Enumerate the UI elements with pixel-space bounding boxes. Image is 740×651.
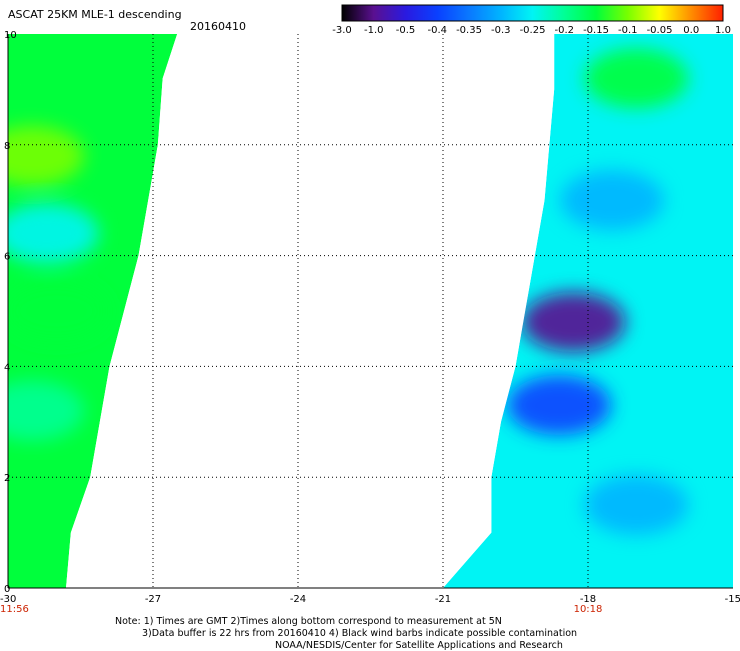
colorbar-label: -0.2 — [554, 25, 574, 36]
colorbar-label: -0.35 — [456, 25, 482, 36]
swath-feature — [521, 292, 626, 353]
chart-title: ASCAT 25KM MLE-1 descending — [8, 8, 182, 21]
swath-feature — [560, 170, 665, 231]
x-tick-label: -30 — [0, 594, 16, 605]
note-line-1: Note: 1) Times are GMT 2)Times along bot… — [115, 616, 502, 627]
x-tick-label: -24 — [290, 594, 306, 605]
y-tick-label: 6 — [4, 252, 10, 263]
colorbar-label: -0.1 — [618, 25, 638, 36]
swath-layer — [8, 34, 733, 588]
swath-west — [8, 34, 178, 588]
x-tick-label: -18 — [580, 594, 596, 605]
chart-date: 20160410 — [190, 20, 246, 33]
time-label: 10:18 — [574, 604, 603, 615]
colorbar-label: -0.15 — [583, 25, 609, 36]
y-tick-label: 4 — [4, 362, 10, 373]
colorbar-label: -0.25 — [520, 25, 546, 36]
colorbar-label: -0.05 — [647, 25, 673, 36]
y-tick-label: 2 — [4, 473, 10, 484]
y-tick-label: 10 — [4, 30, 17, 41]
swath-feature — [584, 474, 689, 535]
swath-features — [507, 48, 689, 535]
swath-feature — [8, 125, 85, 186]
colorbar-label: -0.5 — [396, 25, 416, 36]
swath-feature — [507, 375, 611, 436]
x-tick-label: -15 — [725, 594, 740, 605]
x-tick-label: -27 — [145, 594, 161, 605]
colorbar-label: -1.0 — [364, 25, 384, 36]
note-line-3: NOAA/NESDIS/Center for Satellite Applica… — [275, 640, 563, 651]
x-tick-label: -21 — [435, 594, 451, 605]
time-label: 11:56 — [0, 604, 29, 615]
colorbar-label: 0.0 — [683, 25, 699, 36]
note-line-2: 3)Data buffer is 22 hrs from 20160410 4)… — [142, 628, 578, 639]
colorbar-label: 1.0 — [715, 25, 731, 36]
swath-feature — [584, 48, 689, 109]
swath-feature — [8, 281, 109, 341]
swath-features — [8, 125, 109, 441]
colorbar-gradient — [341, 4, 724, 22]
swath-feature — [8, 203, 99, 264]
colorbar-label: -0.4 — [427, 25, 447, 36]
grid-lines — [8, 34, 733, 588]
colorbar: -3.0 -1.0 -0.5 -0.4 -0.35 -0.3 -0.25 -0.2 -0.15-… — [332, 4, 731, 36]
y-tick-label: 0 — [4, 584, 10, 595]
y-tick-label: 8 — [4, 141, 10, 152]
swath-feature — [8, 380, 85, 441]
colorbar-label: -0.3 — [491, 25, 511, 36]
axes: -30 -27 -24 -21 -18 -15 0 2 4 6 8 10 11:56 10:18 — [0, 30, 740, 615]
colorbar-label: -3.0 — [332, 25, 352, 36]
